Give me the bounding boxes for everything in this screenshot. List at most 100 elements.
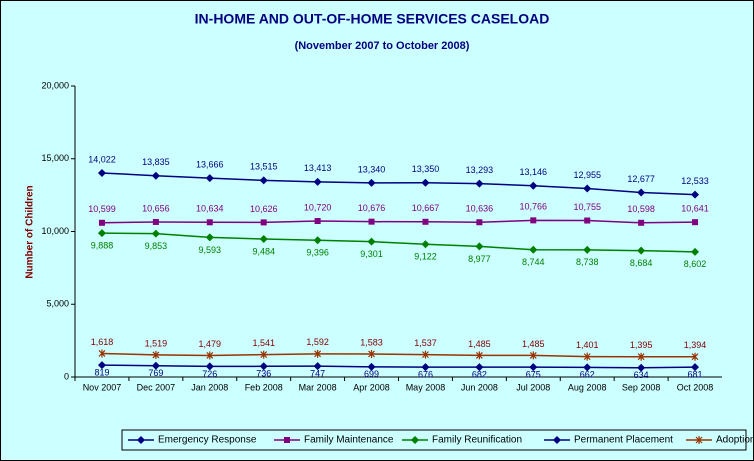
series-line xyxy=(101,364,696,369)
marker xyxy=(691,363,700,372)
marker xyxy=(314,218,321,225)
data-label: 675 xyxy=(526,370,541,380)
data-label: 10,641 xyxy=(681,204,709,214)
marker xyxy=(152,350,160,359)
marker xyxy=(206,219,213,226)
x-tick-label: Dec 2007 xyxy=(137,382,176,392)
marker xyxy=(314,349,322,358)
data-label: 1,401 xyxy=(576,340,599,350)
marker xyxy=(553,436,561,444)
data-label: 682 xyxy=(472,369,487,379)
data-label: 1,479 xyxy=(199,339,222,349)
marker xyxy=(137,436,145,444)
marker xyxy=(692,219,699,226)
marker xyxy=(206,351,214,360)
data-label: 747 xyxy=(310,369,325,379)
marker xyxy=(637,363,646,372)
marker xyxy=(583,184,592,193)
x-tick-label: Apr 2008 xyxy=(353,382,390,392)
series-line xyxy=(101,232,696,253)
data-label: 13,350 xyxy=(412,164,440,174)
data-label: 10,636 xyxy=(466,204,494,214)
marker xyxy=(637,188,646,197)
data-label: 662 xyxy=(580,370,595,380)
marker xyxy=(530,217,537,224)
legend-label: Emergency Response xyxy=(158,435,257,446)
marker xyxy=(421,240,430,249)
marker xyxy=(637,246,646,255)
marker xyxy=(259,362,268,371)
data-label: 12,677 xyxy=(627,174,655,184)
marker xyxy=(529,181,538,190)
x-tick-label: Jun 2008 xyxy=(461,382,498,392)
marker xyxy=(259,235,268,244)
data-label: 726 xyxy=(202,369,217,379)
data-label: 819 xyxy=(94,367,109,377)
marker xyxy=(583,352,591,361)
chart-title: IN-HOME AND OUT-OF-HOME SERVICES CASELOA… xyxy=(195,11,550,27)
legend-label: Family Maintenance xyxy=(304,435,394,446)
data-label: 12,955 xyxy=(573,170,601,180)
data-label: 8,738 xyxy=(576,257,599,267)
data-label: 9,122 xyxy=(414,252,437,262)
data-label: 10,755 xyxy=(573,202,601,212)
data-label: 10,634 xyxy=(196,204,224,214)
marker xyxy=(691,190,700,199)
series-line xyxy=(101,172,696,196)
marker xyxy=(368,349,375,358)
legend-label: Permanent Placement xyxy=(574,435,673,446)
marker xyxy=(422,350,429,359)
series-line xyxy=(101,219,696,224)
marker xyxy=(98,349,106,358)
legend-label: Family Reunification xyxy=(432,435,522,446)
marker xyxy=(583,363,592,372)
x-tick-label: Oct 2008 xyxy=(677,382,714,392)
marker xyxy=(205,233,214,242)
marker xyxy=(475,351,483,360)
data-label: 14,022 xyxy=(88,154,116,164)
data-label: 10,676 xyxy=(358,203,386,213)
marker xyxy=(529,363,538,372)
data-label: 12,533 xyxy=(681,176,709,186)
legend-box xyxy=(121,429,747,451)
marker xyxy=(152,218,159,225)
data-label: 10,656 xyxy=(142,203,170,213)
marker xyxy=(638,219,645,226)
marker xyxy=(97,361,106,370)
data-label: 13,515 xyxy=(250,162,278,172)
marker xyxy=(367,237,376,246)
data-label: 8,977 xyxy=(468,254,491,264)
marker xyxy=(284,437,290,443)
y-tick-label: 20,000 xyxy=(41,80,69,90)
x-tick-label: Jan 2008 xyxy=(191,382,228,392)
data-label: 13,835 xyxy=(142,157,170,167)
marker xyxy=(476,219,483,226)
data-label: 8,744 xyxy=(522,257,545,267)
marker xyxy=(422,218,429,225)
data-label: 676 xyxy=(418,370,433,380)
x-tick-label: Aug 2008 xyxy=(568,382,607,392)
x-tick-label: Jul 2008 xyxy=(516,382,550,392)
marker xyxy=(367,178,376,187)
x-tick-label: Sep 2008 xyxy=(622,382,661,392)
y-tick-label: 0 xyxy=(64,371,69,381)
chart-subtitle: (November 2007 to October 2008) xyxy=(295,40,470,52)
x-tick-label: Mar 2008 xyxy=(299,382,337,392)
series-line xyxy=(101,352,696,358)
y-tick-label: 15,000 xyxy=(41,153,69,163)
marker xyxy=(313,362,322,371)
data-label: 13,666 xyxy=(196,160,224,170)
data-label: 1,395 xyxy=(630,340,653,350)
data-label: 10,626 xyxy=(250,204,278,214)
marker xyxy=(260,219,267,226)
data-label: 1,541 xyxy=(252,338,275,348)
data-label: 8,602 xyxy=(684,259,707,269)
marker xyxy=(421,178,430,187)
marker xyxy=(151,171,160,180)
marker xyxy=(637,352,645,361)
data-label: 681 xyxy=(688,369,703,379)
marker xyxy=(260,350,268,359)
x-tick-label: May 2008 xyxy=(406,382,446,392)
data-label: 13,293 xyxy=(466,165,494,175)
data-label: 9,301 xyxy=(360,249,383,259)
